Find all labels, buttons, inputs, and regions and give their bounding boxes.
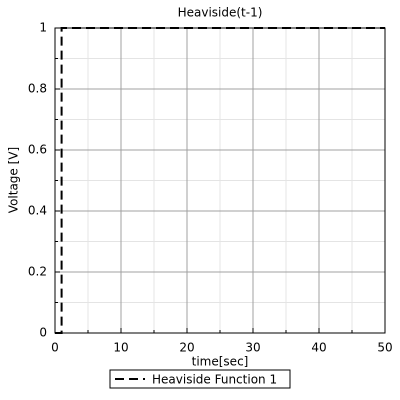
x-tick-label: 40 <box>311 341 326 355</box>
x-tick-label: 30 <box>245 341 260 355</box>
x-tick-label: 50 <box>377 341 392 355</box>
y-tick-label: 0 <box>39 326 47 340</box>
y-tick-label: 0.8 <box>28 82 47 96</box>
x-tick-label: 20 <box>179 341 194 355</box>
data-line <box>55 27 385 334</box>
x-tick-label: 0 <box>51 341 59 355</box>
x-tick-label: 10 <box>113 341 128 355</box>
y-tick-label: 0.6 <box>28 143 47 157</box>
x-axis-label: time[sec] <box>192 355 249 369</box>
y-tick-label: 0.4 <box>28 204 47 218</box>
legend-label: Heaviside Function 1 <box>152 373 277 387</box>
y-tick-label: 0.2 <box>28 265 47 279</box>
y-axis-label: Voltage [V] <box>7 147 21 213</box>
legend-box <box>109 369 291 389</box>
chart-title: Heaviside(t-1) <box>178 6 263 20</box>
y-tick-label: 1 <box>39 21 47 35</box>
